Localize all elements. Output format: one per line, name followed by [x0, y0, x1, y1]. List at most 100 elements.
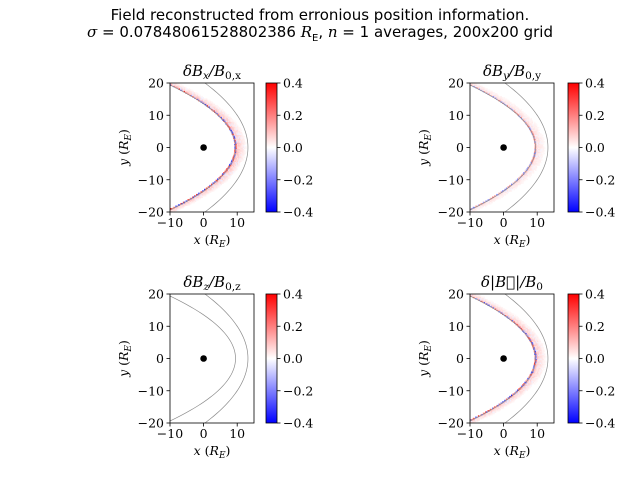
heatmap-cell	[485, 89, 487, 92]
heatmap-cell	[186, 90, 188, 93]
heatmap-cell	[216, 110, 218, 112]
heatmap-cell	[237, 135, 240, 138]
heatmap-cell	[530, 128, 532, 130]
heatmap-cell	[531, 371, 533, 373]
heatmap-cell	[494, 93, 497, 95]
heatmap-cell	[221, 117, 224, 120]
heatmap-cell	[535, 135, 537, 138]
heatmap-cell	[500, 402, 502, 404]
heatmap-cell	[499, 98, 502, 101]
heatmap-cell	[470, 294, 472, 296]
heatmap-cell	[530, 166, 533, 169]
heatmap-cell	[182, 206, 184, 209]
heatmap-cell	[480, 297, 482, 300]
heatmap-cell	[218, 111, 221, 113]
heatmap-cell	[503, 191, 506, 193]
heatmap-cell	[477, 417, 480, 420]
heatmap-cell	[207, 99, 210, 102]
heatmap-cell	[516, 392, 519, 394]
heatmap-cell	[520, 326, 523, 328]
heatmap-cell	[543, 366, 546, 368]
y-tick-label: 20	[148, 287, 164, 302]
heatmap-cell	[530, 380, 532, 383]
heatmap-cell	[239, 147, 241, 150]
heatmap-cell	[525, 389, 527, 392]
heatmap-cell	[214, 187, 216, 190]
heatmap-cell	[478, 295, 480, 297]
heatmap-cell	[488, 92, 491, 94]
heatmap-cell	[534, 336, 537, 339]
heatmap-cell	[496, 305, 499, 308]
heatmap-cell	[504, 312, 507, 314]
heatmap-cell	[228, 174, 230, 177]
heatmap-cell	[243, 142, 246, 144]
heatmap-cell	[231, 126, 234, 129]
heatmap-cell	[511, 398, 514, 401]
heatmap-cell	[511, 394, 513, 397]
heatmap-cell	[496, 404, 498, 407]
heatmap-cell	[539, 352, 542, 354]
heatmap-cell	[204, 101, 207, 103]
heatmap-cell	[470, 419, 472, 421]
heatmap-cell	[533, 332, 536, 335]
heatmap-cell	[515, 315, 517, 318]
heatmap-cell	[525, 330, 528, 332]
heatmap-cell	[482, 88, 485, 90]
heatmap-cell	[537, 148, 540, 151]
heatmap-cell	[483, 301, 485, 304]
heatmap-cell	[506, 188, 509, 191]
heatmap-cell	[522, 182, 524, 184]
heatmap-cell	[189, 89, 192, 92]
heatmap-cell	[530, 372, 532, 375]
heatmap-cell	[221, 108, 224, 111]
heatmap-cell	[511, 107, 514, 110]
heatmap-cell	[485, 411, 487, 413]
heatmap-cell	[525, 115, 528, 117]
heatmap-cell	[178, 86, 181, 89]
heatmap-cell	[197, 98, 199, 101]
heatmap-cell	[526, 117, 529, 120]
heatmap-cell	[532, 379, 534, 381]
heatmap-cell	[509, 106, 512, 108]
heatmap-cell	[232, 157, 234, 160]
heatmap-cell	[477, 86, 480, 89]
heatmap-cell	[234, 122, 237, 125]
heatmap-cell	[222, 178, 225, 181]
heatmap-cell	[238, 132, 240, 134]
heatmap-cell	[502, 401, 504, 403]
heatmap-cell	[532, 341, 535, 344]
heatmap-cell	[493, 412, 496, 415]
heatmap-cell	[529, 331, 531, 333]
heatmap-cell	[239, 134, 241, 137]
heatmap-cell	[175, 84, 178, 86]
heatmap-cell	[532, 126, 535, 129]
heatmap-cell	[531, 159, 533, 161]
heatmap-cell	[177, 204, 180, 206]
heatmap-cell	[527, 332, 530, 335]
heatmap-cell	[513, 108, 515, 111]
heatmap-cell	[185, 202, 187, 205]
heatmap-cell	[538, 363, 541, 366]
heatmap-cell	[541, 353, 543, 355]
heatmap-cell	[527, 166, 529, 169]
heatmap-cell	[533, 129, 535, 132]
heatmap-cell	[539, 143, 541, 146]
heatmap-cell	[182, 204, 185, 206]
heatmap-cell	[211, 187, 214, 190]
heatmap-cell	[235, 121, 237, 124]
heatmap-cell	[224, 178, 226, 181]
heatmap-cell	[543, 357, 546, 359]
heatmap-cell	[487, 90, 490, 93]
heatmap-cell	[526, 331, 529, 333]
heatmap-cell	[227, 122, 230, 125]
heatmap-cell	[473, 420, 475, 423]
heatmap-cell	[533, 121, 536, 124]
heatmap-cell	[535, 349, 538, 352]
heatmap-cell	[534, 343, 537, 345]
heatmap-cell	[539, 349, 542, 352]
heatmap-cell	[487, 412, 490, 415]
heatmap-cell	[189, 197, 191, 200]
heatmap-cell	[517, 395, 520, 398]
heatmap-cell	[478, 86, 481, 89]
heatmap-cell	[233, 160, 236, 162]
